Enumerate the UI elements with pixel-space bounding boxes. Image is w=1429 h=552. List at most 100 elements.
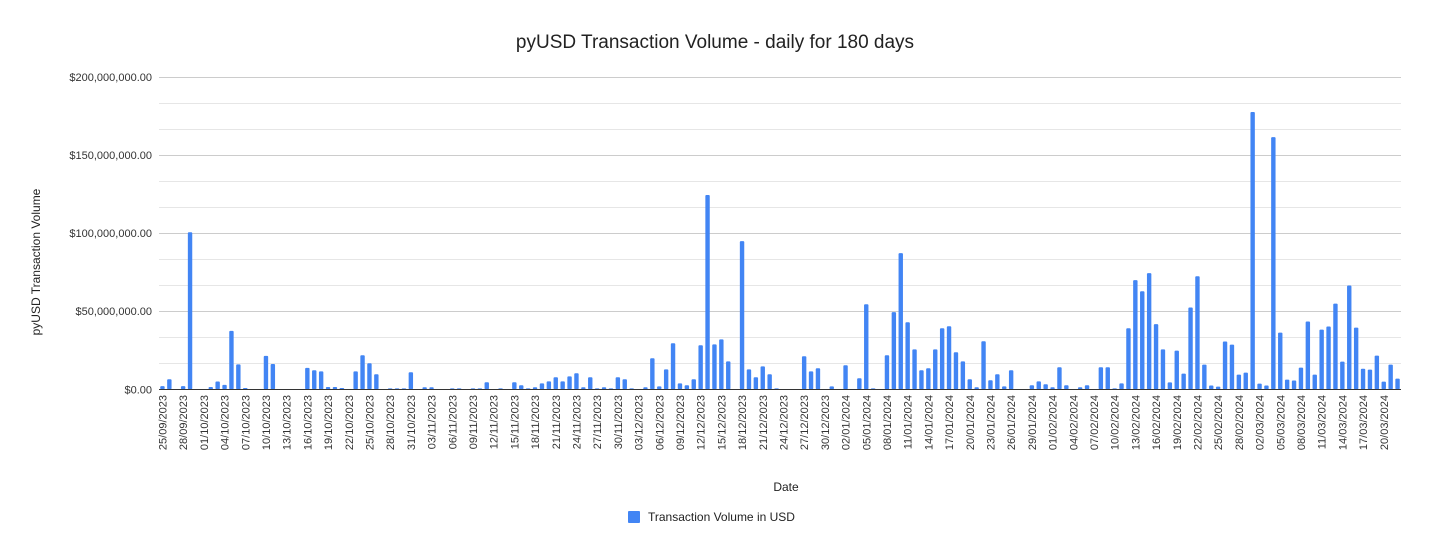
x-tick-label: 29/01/2024 [1027, 395, 1039, 450]
y-tick-label: $0.00 [124, 384, 152, 396]
x-tick-label: 12/12/2023 [696, 395, 708, 450]
bar [422, 387, 427, 390]
x-tick-label: 20/03/2024 [1379, 395, 1391, 450]
bar [712, 344, 717, 390]
bar [1084, 385, 1090, 390]
bar [615, 377, 621, 390]
bar [1036, 381, 1041, 390]
bar [318, 371, 324, 390]
x-tick-label: 20/01/2024 [965, 395, 977, 450]
bar [312, 370, 317, 390]
x-tick-label: 31/10/2023 [406, 395, 418, 450]
bar [243, 388, 248, 390]
y-tick-label: $100,000,000.00 [69, 228, 152, 240]
x-tick-label: 30/12/2023 [820, 395, 832, 450]
bar [1250, 111, 1255, 390]
legend-swatch [628, 511, 640, 523]
bar [339, 388, 345, 390]
x-tick-label: 30/11/2023 [613, 395, 625, 449]
bar [553, 377, 558, 390]
bar [1002, 386, 1007, 390]
bar [360, 355, 365, 390]
bar [1319, 329, 1324, 390]
x-tick-label: 08/03/2024 [1296, 395, 1308, 450]
x-tick-label: 18/11/2023 [530, 395, 542, 449]
bar [1367, 369, 1373, 390]
x-tick-label: 15/12/2023 [716, 395, 728, 450]
bar [1215, 386, 1221, 390]
bar [1167, 382, 1173, 390]
bar [332, 386, 338, 390]
bar [1347, 285, 1352, 390]
bar [519, 385, 524, 390]
bar [677, 383, 683, 390]
x-tick-label: 19/10/2023 [323, 395, 335, 450]
bar [753, 377, 759, 390]
bar [939, 328, 945, 390]
x-tick-label: 23/01/2024 [986, 395, 998, 450]
bar [684, 385, 690, 390]
bar [560, 381, 565, 390]
x-tick-label: 06/12/2023 [654, 395, 666, 450]
bar [905, 322, 910, 390]
legend: Transaction Volume in USD [628, 510, 795, 524]
bar [1284, 379, 1290, 390]
bar [367, 363, 372, 390]
x-tick-label: 07/02/2024 [1089, 395, 1101, 450]
bar [1229, 344, 1235, 390]
x-tick-label: 11/01/2024 [903, 395, 915, 449]
bar [1257, 383, 1262, 390]
y-axis-ticks: $0.00 $50,000,000.00 $100,000,000.00 $150,0… [69, 72, 152, 396]
x-tick-label: 17/01/2024 [944, 395, 956, 450]
bar [1119, 383, 1124, 390]
x-tick-label: 10/10/2023 [261, 395, 273, 450]
x-tick-label: 07/10/2023 [240, 395, 252, 450]
bar [933, 349, 938, 390]
bar [1353, 327, 1359, 390]
x-tick-label: 19/02/2024 [1172, 395, 1184, 450]
bar [1264, 385, 1269, 390]
bar [1209, 385, 1214, 390]
x-tick-label: 05/01/2024 [861, 395, 873, 450]
bar [353, 371, 358, 390]
y-axis-title: pyUSD Transaction Volume [29, 188, 43, 335]
x-tick-label: 04/02/2024 [1068, 395, 1080, 450]
bar [1181, 373, 1186, 390]
x-tick-label: 05/03/2024 [1275, 395, 1287, 450]
bar [643, 387, 648, 390]
bar [270, 364, 276, 390]
bar [1271, 137, 1276, 390]
x-tick-label: 24/11/2023 [572, 395, 584, 449]
bar [1202, 364, 1207, 390]
x-tick-label: 21/12/2023 [758, 395, 770, 450]
bar [1312, 374, 1317, 390]
x-tick-label: 03/12/2023 [634, 395, 646, 450]
bar [988, 380, 993, 390]
bar [1305, 321, 1311, 390]
bar [663, 369, 669, 390]
x-tick-label: 28/10/2023 [385, 395, 397, 450]
bar [974, 387, 979, 390]
x-tick-label: 09/12/2023 [675, 395, 687, 450]
bar [1388, 364, 1393, 390]
bar [1381, 381, 1386, 390]
bar [739, 241, 745, 390]
bar [898, 253, 903, 390]
bar [1064, 385, 1069, 390]
x-tick-label: 21/11/2023 [551, 395, 563, 449]
bar [657, 386, 662, 390]
x-tick-label: 25/09/2023 [157, 395, 169, 450]
bar [1188, 307, 1193, 390]
gridlines [159, 77, 1401, 364]
bar [581, 387, 586, 390]
bar [160, 386, 165, 390]
bar [532, 387, 538, 390]
y-tick-label: $50,000,000.00 [76, 306, 152, 318]
x-tick-label: 26/01/2024 [1006, 395, 1018, 450]
bar [829, 386, 834, 390]
x-tick-label: 02/01/2024 [841, 395, 853, 450]
bar [1077, 387, 1083, 390]
bar [1278, 332, 1283, 390]
bar [801, 356, 807, 390]
x-tick-label: 14/01/2024 [923, 395, 935, 450]
